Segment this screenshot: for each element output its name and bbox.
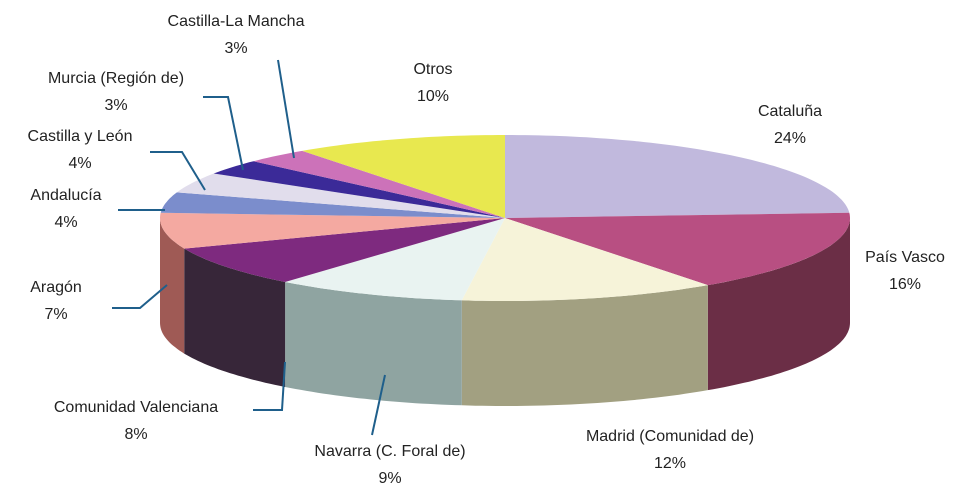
slice-label: País Vasco xyxy=(865,249,945,266)
slice-label: Comunidad Valenciana xyxy=(54,399,218,416)
leader-lines xyxy=(112,59,386,436)
slice xyxy=(176,173,505,218)
leader-line xyxy=(203,96,244,171)
slice xyxy=(505,212,850,286)
slice xyxy=(184,218,505,282)
slice-value-label: 4% xyxy=(54,214,77,231)
slice-label: Castilla-La Mancha xyxy=(168,13,305,30)
slice-value-label: 10% xyxy=(417,88,449,105)
slice-label: Otros xyxy=(413,61,452,78)
slice-side xyxy=(461,285,708,406)
slice-value-label: 7% xyxy=(44,306,67,323)
slice-label: Aragón xyxy=(30,279,82,296)
slice-label: Andalucía xyxy=(30,187,101,204)
slice xyxy=(160,192,505,218)
slice-value-label: 4% xyxy=(68,155,91,172)
slice-side xyxy=(160,218,185,354)
slice-label: Cataluña xyxy=(758,103,822,120)
leader-line xyxy=(253,361,286,411)
slice-label: Madrid (Comunidad de) xyxy=(586,428,754,445)
slice xyxy=(285,218,505,301)
slice-side xyxy=(184,248,286,387)
slice-value-label: 24% xyxy=(774,130,806,147)
slice-value-label: 8% xyxy=(124,426,147,443)
slice-value-label: 16% xyxy=(889,276,921,293)
slice-label: Castilla y León xyxy=(28,128,133,145)
slice-value-label: 9% xyxy=(378,470,401,483)
slice-value-label: 3% xyxy=(104,97,127,114)
slice xyxy=(461,218,708,301)
slice xyxy=(302,135,505,218)
slice xyxy=(160,212,505,249)
slice-value-label: 12% xyxy=(654,455,686,472)
slice xyxy=(505,135,850,218)
leader-line xyxy=(112,284,168,309)
slice-label: Murcia (Región de) xyxy=(48,70,184,87)
slice xyxy=(213,161,505,218)
slice-value-label: 3% xyxy=(224,40,247,57)
slice-side xyxy=(285,282,462,406)
leader-line xyxy=(150,151,206,191)
leader-line xyxy=(371,374,386,436)
slice-side xyxy=(707,218,850,391)
leader-line xyxy=(277,59,295,159)
slice-label: Navarra (C. Foral de) xyxy=(314,443,465,460)
slice xyxy=(253,150,505,218)
